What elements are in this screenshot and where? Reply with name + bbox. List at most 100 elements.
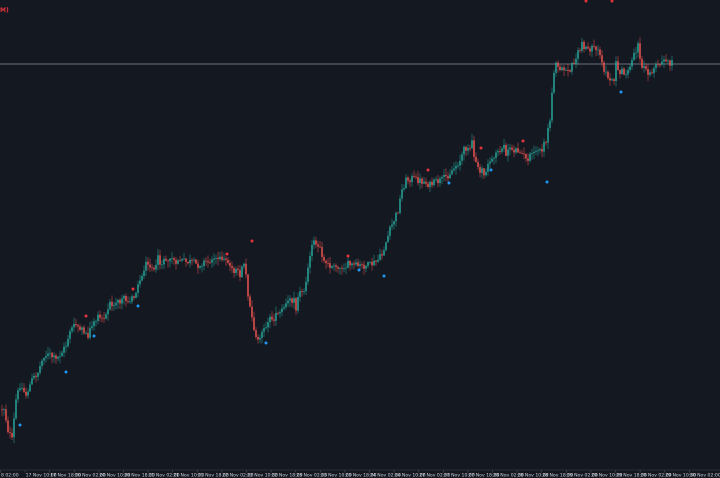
candle-body bbox=[351, 263, 353, 266]
candle-body bbox=[397, 212, 399, 214]
candle-body bbox=[329, 263, 331, 268]
candle-body bbox=[135, 292, 137, 298]
candle-body bbox=[113, 305, 115, 307]
candle-body bbox=[295, 298, 297, 311]
candle-body bbox=[325, 260, 327, 263]
candle-body bbox=[373, 260, 375, 266]
candle-body bbox=[553, 72, 555, 93]
candle-body bbox=[197, 263, 199, 268]
candle-body bbox=[181, 259, 183, 261]
x-tick-label: 29 Nov 10:00 bbox=[591, 473, 622, 478]
candle-body bbox=[13, 418, 15, 438]
candle-body bbox=[541, 149, 543, 152]
candle-body bbox=[513, 149, 515, 153]
x-tick-label: 8 02:00 bbox=[1, 473, 19, 478]
candle-body bbox=[419, 178, 421, 184]
candle-body bbox=[501, 148, 503, 152]
candle-body bbox=[565, 70, 567, 71]
candle-body bbox=[25, 391, 27, 396]
candle-body bbox=[127, 301, 129, 302]
candle-body bbox=[143, 270, 145, 276]
candle-body bbox=[349, 260, 351, 266]
candle-body bbox=[547, 127, 549, 143]
candle-body bbox=[539, 149, 541, 151]
candle-body bbox=[409, 180, 411, 183]
candle-body bbox=[269, 316, 271, 323]
candle-body bbox=[163, 258, 165, 265]
candle-body bbox=[453, 168, 455, 171]
candle-body bbox=[39, 365, 41, 373]
x-tick-label: 20 Nov 02:00 bbox=[75, 473, 106, 478]
candle-body bbox=[63, 346, 65, 353]
signal-up-dot bbox=[619, 90, 623, 94]
candle-body bbox=[35, 375, 37, 377]
signal-down-dot bbox=[479, 146, 483, 150]
candle-body bbox=[597, 49, 599, 51]
candle-body bbox=[173, 258, 175, 260]
candle-body bbox=[537, 150, 539, 152]
candle-body bbox=[605, 71, 607, 73]
candle-body bbox=[123, 295, 125, 299]
candle-body bbox=[221, 256, 223, 260]
candle-body bbox=[259, 337, 261, 340]
candle-body bbox=[77, 325, 79, 327]
candle-body bbox=[201, 265, 203, 267]
candle-body bbox=[491, 158, 493, 162]
candle-body bbox=[167, 260, 169, 262]
candle-body bbox=[73, 323, 75, 328]
signal-up-dot bbox=[264, 341, 268, 345]
candle-body bbox=[313, 240, 315, 245]
candle-body bbox=[527, 158, 529, 161]
candle-body bbox=[375, 260, 377, 262]
candle-body bbox=[119, 299, 121, 304]
candle-body bbox=[615, 61, 617, 82]
candle-body bbox=[147, 261, 149, 265]
signal-up-dot bbox=[489, 168, 493, 172]
candle-body bbox=[533, 151, 535, 154]
candle-body bbox=[235, 268, 237, 273]
candle-body bbox=[417, 177, 419, 184]
candle-body bbox=[619, 70, 621, 75]
candle-body bbox=[75, 323, 77, 326]
candle-body bbox=[137, 284, 139, 293]
candle-body bbox=[475, 156, 477, 162]
candle-body bbox=[305, 281, 307, 292]
candle-body bbox=[69, 331, 71, 339]
x-tick-label: 23 Nov 10:00 bbox=[321, 473, 352, 478]
candle-body bbox=[19, 388, 21, 391]
candle-body bbox=[193, 259, 195, 261]
candle-body bbox=[669, 60, 671, 66]
candle-body bbox=[609, 78, 611, 81]
candle-body bbox=[525, 154, 527, 159]
candle-body bbox=[425, 181, 427, 184]
candle-body bbox=[157, 255, 159, 265]
candle-body bbox=[131, 296, 133, 302]
candle-body bbox=[575, 58, 577, 64]
candle-body bbox=[447, 176, 449, 179]
candle-body bbox=[347, 260, 349, 268]
candle-body bbox=[3, 409, 5, 411]
candle-body bbox=[171, 258, 173, 260]
x-tick-label: 27 Nov 18:00 bbox=[468, 473, 499, 478]
candle-body bbox=[225, 258, 227, 260]
candle-body bbox=[231, 266, 233, 269]
candle-body bbox=[159, 255, 161, 265]
candle-body bbox=[121, 298, 123, 304]
candle-body bbox=[635, 52, 637, 54]
candle-body bbox=[505, 144, 507, 156]
x-tick-label: 21 Nov 10:00 bbox=[173, 473, 204, 478]
candle-body bbox=[509, 147, 511, 150]
candle-body bbox=[403, 188, 405, 190]
candle-body bbox=[165, 258, 167, 261]
candle-body bbox=[91, 326, 93, 329]
signal-up-dot bbox=[447, 181, 451, 185]
signal-up-dot bbox=[382, 274, 386, 278]
candle-body bbox=[367, 262, 369, 266]
candle-body bbox=[671, 60, 673, 66]
candle-body bbox=[603, 62, 605, 72]
candle-body bbox=[27, 391, 29, 396]
candle-body bbox=[317, 244, 319, 247]
candle-body bbox=[435, 179, 437, 181]
